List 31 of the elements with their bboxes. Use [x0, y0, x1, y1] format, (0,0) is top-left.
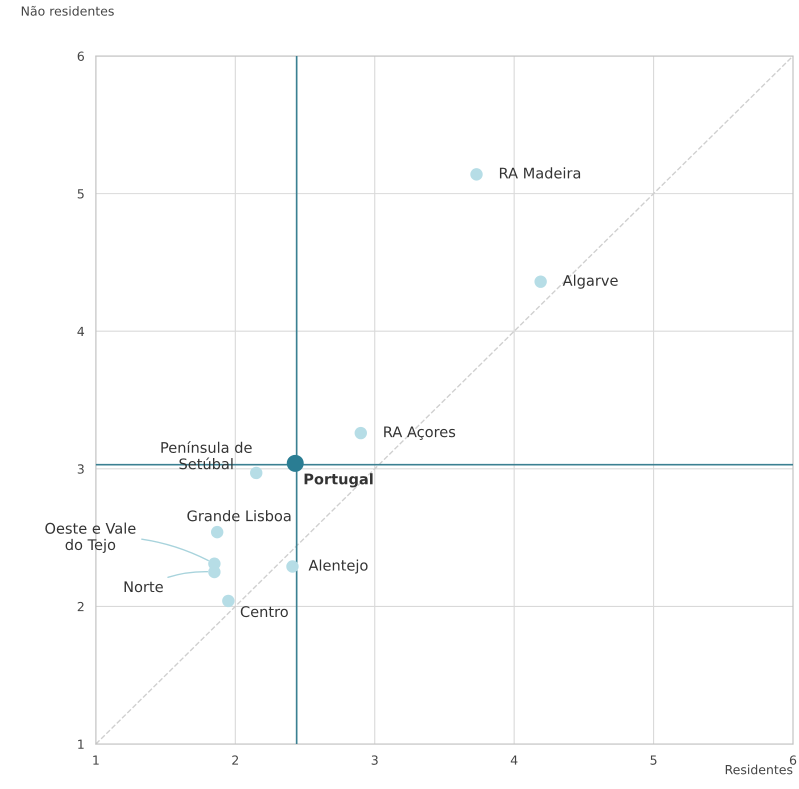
- x-tick-label: 6: [790, 755, 796, 765]
- point: [534, 275, 547, 288]
- y-tick-label: 2: [78, 602, 84, 612]
- annotation: RA Açores: [384, 426, 456, 440]
- annotation: Portugal: [304, 473, 373, 488]
- point: [210, 526, 224, 538]
- point: [286, 560, 299, 573]
- x-tick-label: 1: [93, 756, 99, 765]
- annotation: Grande Lisboa: [187, 510, 290, 522]
- annotation: RA Madeira: [500, 167, 580, 179]
- x-axis-title: Residentes: [726, 764, 792, 774]
- annotation: Oeste e Vale do Tejo: [45, 522, 136, 553]
- y-axis-title: Não residentes: [22, 6, 114, 16]
- point: [286, 454, 304, 472]
- point: [354, 426, 367, 440]
- y-tick-label: 3: [78, 464, 84, 474]
- point: [470, 168, 483, 181]
- annotation: Norte: [124, 581, 163, 592]
- point: [222, 594, 235, 608]
- y-tick-label: 5: [78, 189, 84, 199]
- x-tick-label: 2: [232, 755, 238, 765]
- annotation: Algarve: [562, 274, 618, 289]
- annotation: Alentejo: [308, 559, 368, 574]
- annotation: Centro: [240, 606, 288, 618]
- x-tick-label: 5: [650, 756, 656, 765]
- y-tick-label: 1: [78, 740, 84, 749]
- x-tick-label: 4: [510, 756, 518, 765]
- y-tick-label: 4: [77, 326, 84, 336]
- x-tick-label: 3: [372, 755, 378, 765]
- point: [250, 466, 262, 480]
- y-tick-label: 6: [78, 51, 84, 61]
